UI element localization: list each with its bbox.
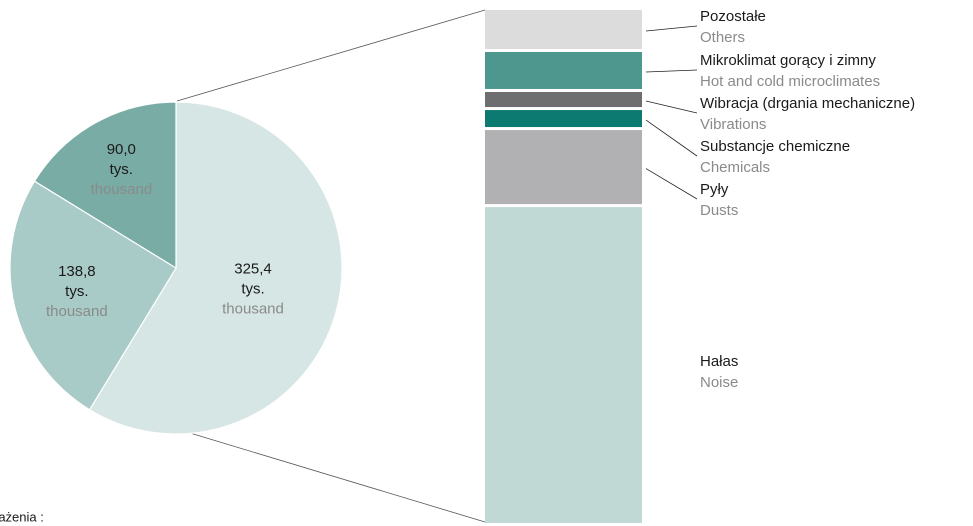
pie-slice: [33, 101, 177, 270]
bar-segment: [485, 91, 642, 108]
segment-label-en: Others: [700, 29, 745, 46]
bar-segment: [485, 110, 642, 128]
slice-value-label: 138,8: [58, 263, 96, 280]
slice-unit-label: tys.: [110, 161, 133, 178]
slice-unit-label: tys.: [65, 283, 88, 300]
segment-label-en: Noise: [700, 374, 738, 391]
footnote: rażenia :: [0, 509, 44, 524]
segment-label-en: Chemicals: [700, 159, 770, 176]
segment-label-en: Vibrations: [700, 116, 766, 133]
slice-unit-label: tys.: [241, 281, 264, 298]
pie-slice: [88, 101, 343, 435]
segment-label: Mikroklimat gorący i zimny: [700, 52, 876, 69]
bar-segment: [485, 130, 642, 205]
leader-line: [645, 25, 698, 32]
segment-label: Hałas: [700, 353, 738, 370]
segment-label: Pyły: [700, 181, 729, 198]
leader-line: [645, 119, 698, 157]
slice-value-label: 90,0: [107, 141, 136, 158]
segment-label: Wibracja (drgania mechaniczne): [700, 95, 915, 112]
bar-segment: [485, 10, 642, 50]
leader-line: [645, 168, 698, 200]
connector-line: [189, 432, 486, 523]
segment-label: Pozostałe: [700, 8, 766, 25]
slice-value-label: 325,4: [234, 261, 272, 278]
slice-unit-label-en: thousand: [46, 303, 108, 320]
slice-unit-label-en: thousand: [222, 301, 284, 318]
pie-slice: [9, 180, 177, 411]
bar-segment: [485, 52, 642, 89]
segment-label-en: Dusts: [700, 202, 738, 219]
slice-unit-label-en: thousand: [90, 181, 152, 198]
leader-line: [645, 100, 698, 114]
connector-line: [176, 9, 486, 102]
segment-label: Substancje chemiczne: [700, 138, 850, 155]
segment-label-en: Hot and cold microclimates: [700, 73, 880, 90]
bar-segment: [485, 207, 642, 524]
leader-line: [645, 69, 698, 73]
